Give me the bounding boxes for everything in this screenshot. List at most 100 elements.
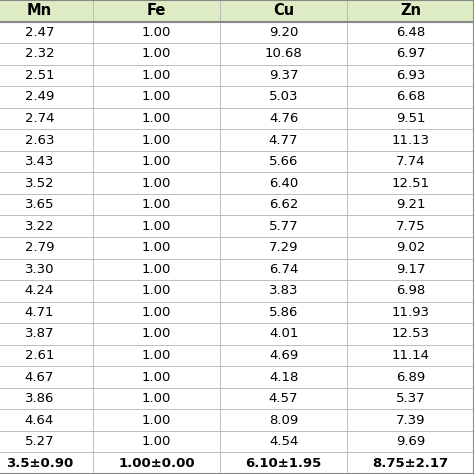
FancyBboxPatch shape	[0, 431, 93, 453]
Text: 2.51: 2.51	[25, 69, 55, 82]
FancyBboxPatch shape	[347, 86, 474, 108]
FancyBboxPatch shape	[0, 453, 93, 474]
Text: 6.89: 6.89	[396, 371, 425, 383]
Text: 2.32: 2.32	[25, 47, 55, 60]
Text: 1.00: 1.00	[142, 155, 171, 168]
Text: 1.00: 1.00	[142, 263, 171, 276]
FancyBboxPatch shape	[0, 237, 93, 258]
FancyBboxPatch shape	[93, 301, 220, 323]
FancyBboxPatch shape	[0, 21, 93, 43]
Text: 12.51: 12.51	[392, 177, 429, 190]
FancyBboxPatch shape	[347, 366, 474, 388]
FancyBboxPatch shape	[220, 323, 347, 345]
Text: 12.53: 12.53	[392, 328, 429, 340]
Text: 1.00: 1.00	[142, 112, 171, 125]
Text: 3.86: 3.86	[25, 392, 54, 405]
FancyBboxPatch shape	[0, 151, 93, 173]
Text: 3.30: 3.30	[25, 263, 54, 276]
Text: 1.00: 1.00	[142, 91, 171, 103]
FancyBboxPatch shape	[347, 173, 474, 194]
FancyBboxPatch shape	[220, 86, 347, 108]
FancyBboxPatch shape	[347, 0, 474, 21]
FancyBboxPatch shape	[93, 366, 220, 388]
FancyBboxPatch shape	[93, 237, 220, 258]
FancyBboxPatch shape	[0, 410, 93, 431]
Text: 6.48: 6.48	[396, 26, 425, 39]
FancyBboxPatch shape	[220, 388, 347, 410]
Text: 9.02: 9.02	[396, 241, 425, 254]
FancyBboxPatch shape	[347, 410, 474, 431]
Text: 1.00: 1.00	[142, 134, 171, 146]
FancyBboxPatch shape	[0, 194, 93, 216]
Text: 9.69: 9.69	[396, 435, 425, 448]
FancyBboxPatch shape	[347, 280, 474, 301]
Text: 3.87: 3.87	[25, 328, 54, 340]
FancyBboxPatch shape	[347, 345, 474, 366]
FancyBboxPatch shape	[93, 280, 220, 301]
Text: 2.61: 2.61	[25, 349, 54, 362]
FancyBboxPatch shape	[0, 43, 93, 64]
Text: 9.21: 9.21	[396, 198, 425, 211]
Text: 2.47: 2.47	[25, 26, 54, 39]
FancyBboxPatch shape	[0, 64, 93, 86]
FancyBboxPatch shape	[347, 108, 474, 129]
FancyBboxPatch shape	[0, 345, 93, 366]
Text: 2.63: 2.63	[25, 134, 54, 146]
FancyBboxPatch shape	[93, 216, 220, 237]
Text: 1.00: 1.00	[142, 220, 171, 233]
Text: 1.00: 1.00	[142, 47, 171, 60]
Text: 1.00: 1.00	[142, 349, 171, 362]
FancyBboxPatch shape	[0, 388, 93, 410]
Text: 1.00: 1.00	[142, 284, 171, 297]
FancyBboxPatch shape	[220, 108, 347, 129]
Text: 7.75: 7.75	[396, 220, 425, 233]
Text: 9.37: 9.37	[269, 69, 298, 82]
Text: 8.09: 8.09	[269, 414, 298, 427]
Text: 3.65: 3.65	[25, 198, 54, 211]
FancyBboxPatch shape	[93, 194, 220, 216]
FancyBboxPatch shape	[220, 301, 347, 323]
Text: 3.22: 3.22	[25, 220, 55, 233]
FancyBboxPatch shape	[93, 410, 220, 431]
Text: 4.01: 4.01	[269, 328, 298, 340]
Text: 4.77: 4.77	[269, 134, 298, 146]
Text: 5.27: 5.27	[25, 435, 55, 448]
Text: 1.00: 1.00	[142, 392, 171, 405]
Text: 5.37: 5.37	[396, 392, 425, 405]
FancyBboxPatch shape	[347, 21, 474, 43]
Text: 1.00: 1.00	[142, 198, 171, 211]
FancyBboxPatch shape	[0, 129, 93, 151]
Text: 5.86: 5.86	[269, 306, 298, 319]
Text: 4.54: 4.54	[269, 435, 298, 448]
FancyBboxPatch shape	[347, 323, 474, 345]
Text: 9.20: 9.20	[269, 26, 298, 39]
FancyBboxPatch shape	[220, 129, 347, 151]
Text: 4.18: 4.18	[269, 371, 298, 383]
FancyBboxPatch shape	[220, 237, 347, 258]
FancyBboxPatch shape	[93, 108, 220, 129]
FancyBboxPatch shape	[93, 0, 220, 21]
Text: 2.74: 2.74	[25, 112, 54, 125]
FancyBboxPatch shape	[0, 86, 93, 108]
FancyBboxPatch shape	[93, 64, 220, 86]
FancyBboxPatch shape	[93, 129, 220, 151]
Text: 3.52: 3.52	[25, 177, 55, 190]
Text: 6.98: 6.98	[396, 284, 425, 297]
Text: 1.00: 1.00	[142, 414, 171, 427]
FancyBboxPatch shape	[347, 388, 474, 410]
FancyBboxPatch shape	[347, 258, 474, 280]
FancyBboxPatch shape	[93, 173, 220, 194]
Text: 1.00±0.00: 1.00±0.00	[118, 457, 195, 470]
FancyBboxPatch shape	[0, 216, 93, 237]
Text: 6.62: 6.62	[269, 198, 298, 211]
FancyBboxPatch shape	[220, 21, 347, 43]
Text: 3.5±0.90: 3.5±0.90	[6, 457, 73, 470]
FancyBboxPatch shape	[93, 345, 220, 366]
FancyBboxPatch shape	[220, 0, 347, 21]
FancyBboxPatch shape	[93, 86, 220, 108]
FancyBboxPatch shape	[220, 345, 347, 366]
FancyBboxPatch shape	[347, 64, 474, 86]
FancyBboxPatch shape	[0, 108, 93, 129]
Text: 1.00: 1.00	[142, 371, 171, 383]
FancyBboxPatch shape	[220, 64, 347, 86]
